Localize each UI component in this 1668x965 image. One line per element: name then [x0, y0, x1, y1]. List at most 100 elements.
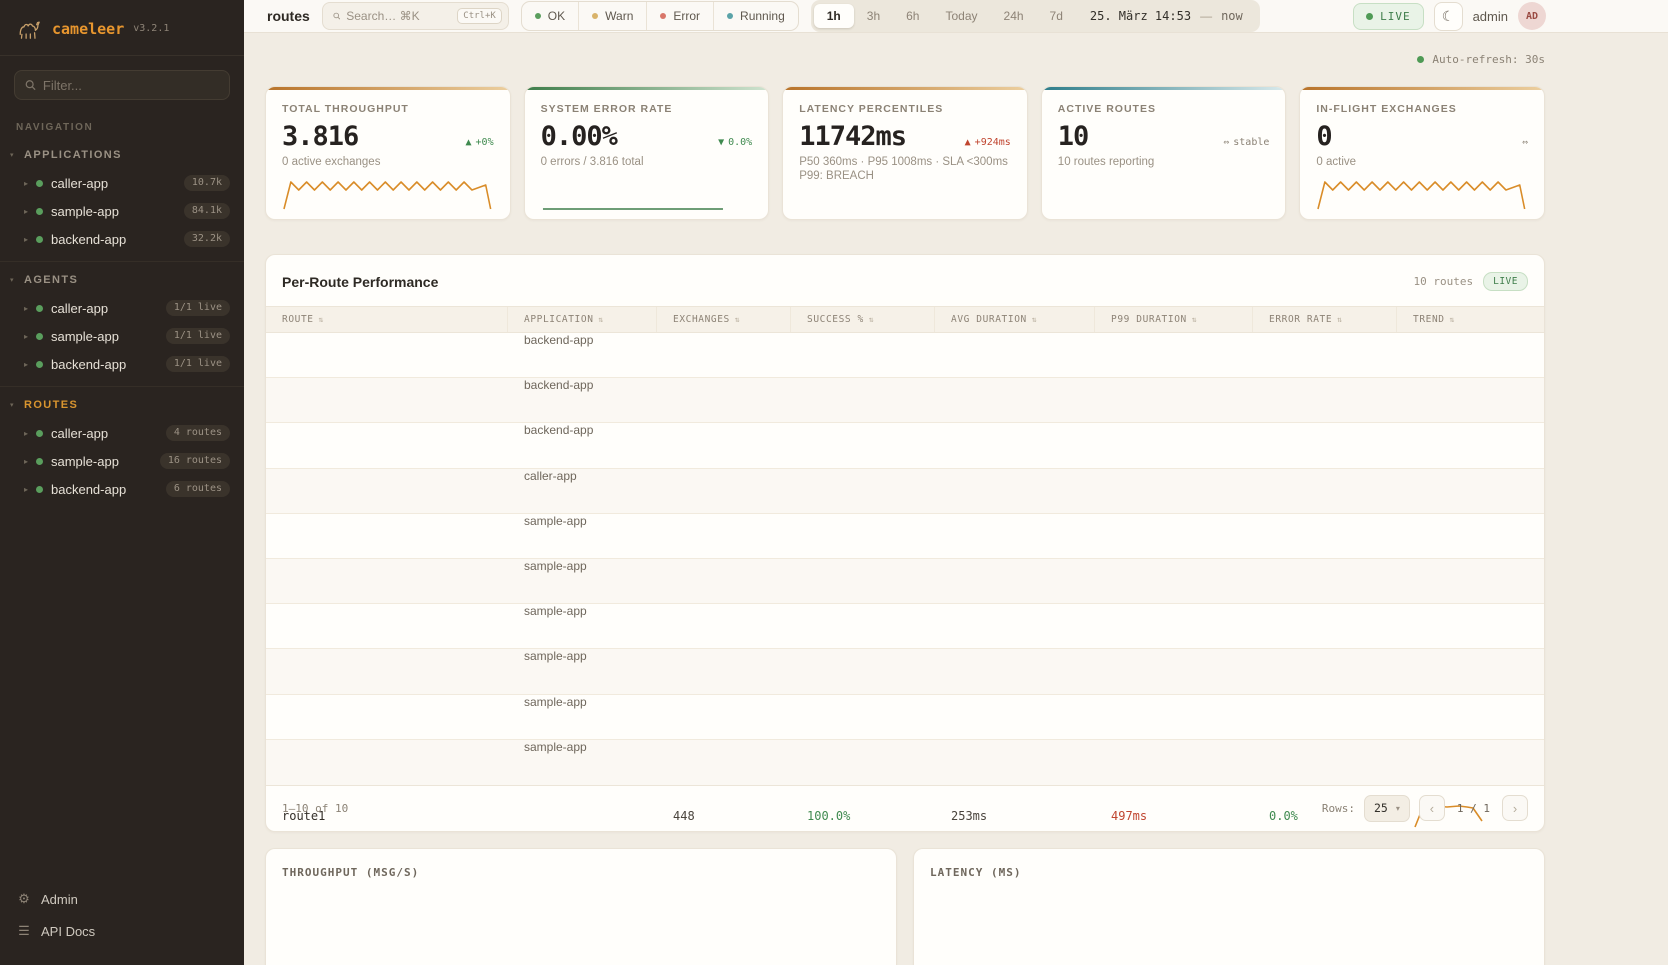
sidebar-footer-api-docs[interactable]: ☰ API Docs [16, 915, 228, 947]
time-range-end: now [1221, 9, 1243, 23]
cell-application: backend-app [524, 378, 594, 393]
rows-per-page-select[interactable]: 25 ▾ [1364, 794, 1410, 822]
sidebar-item-caller-app[interactable]: ▸ caller-app 10.7k [0, 169, 244, 197]
kpi-accent-bar [1041, 87, 1286, 90]
topbar-right: LIVE ☾ admin AD [1353, 1, 1546, 31]
kpi-subtitle: 0 errors / 3.816 total [540, 156, 644, 168]
content: Auto-refresh: 30s TOTAL THROUGHPUT 3.816 ▲… [265, 33, 1545, 965]
cell-application: caller-app [524, 468, 577, 483]
time-range-display[interactable]: 25. März 14:53 — now [1076, 9, 1257, 23]
status-filter-error[interactable]: Error [647, 2, 715, 30]
chevron-down-icon: ▾ [10, 402, 14, 409]
table-row-data-gen-nested-split[interactable]: data-gen-nested-splitsample-app199100.0%… [266, 558, 1544, 605]
delta-arrow-icon: ▲ [465, 137, 472, 148]
column-header-label: TREND [1413, 314, 1445, 325]
status-filter-warn[interactable]: Warn [579, 2, 648, 30]
user-avatar[interactable]: AD [1518, 2, 1546, 30]
time-range-24h[interactable]: 24h [1003, 9, 1024, 23]
column-header-route[interactable]: ROUTE ⇅ [266, 307, 508, 332]
global-search-input[interactable] [346, 9, 452, 23]
sidebar-footer: ⚙ Admin ☰ API Docs [0, 873, 244, 965]
prev-page-button[interactable]: ‹ [1418, 795, 1445, 822]
sort-icon: ⇅ [734, 315, 741, 324]
column-header-trend[interactable]: TREND ⇅ [1397, 307, 1544, 332]
sidebar-item-label: caller-app [51, 425, 109, 441]
cell-exchanges: 448 [673, 808, 695, 823]
sort-icon: ⇅ [1031, 315, 1038, 324]
chevron-right-icon: ▸ [24, 484, 29, 494]
column-header-error-rate[interactable]: ERROR RATE ⇅ [1253, 307, 1397, 332]
status-dot-icon [36, 360, 43, 368]
time-range-7d[interactable]: 7d [1049, 9, 1063, 23]
sidebar-group-label: ROUTES [24, 399, 79, 411]
delta-arrow-icon: ⇔ [1223, 137, 1230, 148]
sort-icon: ⇅ [1449, 315, 1456, 324]
sidebar-item-backend-app[interactable]: ▸ backend-app 32.2k [0, 225, 244, 253]
route-performance-panel: Per-Route Performance 10 routes LIVE ROU… [265, 254, 1545, 832]
sidebar-item-label: caller-app [51, 175, 109, 191]
sidebar-item-backend-app[interactable]: ▸ backend-app 6 routes [0, 475, 244, 503]
sidebar-filter-input[interactable] [42, 77, 219, 93]
time-range-start: 25. März 14:53 [1089, 9, 1192, 23]
kpi-card-latency-percentiles: LATENCY PERCENTILES 11742ms ▲ +924ms P50 360… [782, 86, 1028, 220]
table-row-data-gen-orders[interactable]: data-gen-orderssample-app358100.0%1443ms… [266, 604, 1544, 650]
sidebar-group-header-applications[interactable]: ▾ APPLICATIONS [0, 141, 244, 169]
sidebar-item-sample-app[interactable]: ▸ sample-app 1/1 live [0, 322, 244, 350]
sidebar: cameleer v3.2.1 NAVIGATION ▾ APPLICATIONS… [0, 0, 244, 965]
time-range-6h[interactable]: 6h [906, 9, 920, 23]
column-header-application[interactable]: APPLICATION ⇅ [508, 307, 657, 332]
theme-toggle-button[interactable]: ☾ [1433, 1, 1463, 31]
kpi-accent-bar [524, 87, 769, 90]
status-dot-icon [36, 179, 43, 187]
table-row-file-processing[interactable]: file-processingsample-app256100.0%508ms1… [266, 695, 1544, 740]
kpi-row: TOTAL THROUGHPUT 3.816 ▲ +0% 0 active exchan… [265, 86, 1545, 220]
sidebar-item-caller-app[interactable]: ▸ caller-app 1/1 live [0, 294, 244, 322]
time-range-separator: — [1200, 9, 1213, 23]
column-header-p99-duration[interactable]: P99 DURATION ⇅ [1095, 307, 1253, 332]
time-range-today[interactable]: Today [945, 9, 978, 23]
time-range-3h[interactable]: 3h [866, 9, 881, 23]
status-filter-label: Warn [605, 9, 634, 23]
live-status-badge[interactable]: LIVE [1353, 2, 1424, 30]
kpi-label: LATENCY PERCENTILES [799, 103, 944, 115]
time-range-1h[interactable]: 1h [813, 4, 854, 28]
status-filter-ok[interactable]: OK [522, 2, 580, 30]
next-page-button[interactable]: › [1502, 795, 1528, 822]
table-row-timer-heartbeat[interactable]: timer-heartbeatsample-app716100.0%502ms9… [266, 739, 1544, 785]
throughput-chart-panel: THROUGHPUT (MSG/S) [265, 847, 897, 965]
column-header-label: ROUTE [282, 314, 314, 325]
sidebar-group-header-agents[interactable]: ▾ AGENTS [0, 266, 244, 294]
sidebar-group-header-routes[interactable]: ▾ ROUTES [0, 391, 244, 419]
table-live-badge: LIVE [1483, 272, 1528, 291]
column-header-exchanges[interactable]: EXCHANGES ⇅ [657, 307, 791, 332]
table-row-data-gen-files[interactable]: data-gen-filessample-app256100.0%1ms3ms0… [266, 514, 1544, 559]
sidebar-item-sample-app[interactable]: ▸ sample-app 84.1k [0, 197, 244, 225]
column-header-label: SUCCESS % [807, 314, 864, 325]
sidebar-groups: ▾ APPLICATIONS ▸ caller-app 10.7k ▸ sample-app… [0, 137, 244, 511]
status-dot-icon [727, 13, 734, 19]
status-dot-icon [36, 332, 43, 340]
sidebar-filter[interactable] [14, 70, 230, 100]
delta-arrow-icon: ⇔ [1521, 137, 1528, 148]
sidebar-item-caller-app[interactable]: ▸ caller-app 4 routes [0, 419, 244, 447]
status-filter-running[interactable]: Running [714, 2, 798, 30]
sidebar-item-backend-app[interactable]: ▸ backend-app 1/1 live [0, 350, 244, 378]
sidebar-footer-admin[interactable]: ⚙ Admin [16, 883, 228, 915]
table-row-route1[interactable]: route1 backend-app 448 100.0% 253ms 497ms 0.0% [266, 333, 1544, 827]
column-header-success-[interactable]: SUCCESS % ⇅ [791, 307, 935, 332]
kpi-value-row: 3.816 ▲ +0% [282, 121, 494, 152]
sidebar-item-sample-app[interactable]: ▸ sample-app 16 routes [0, 447, 244, 475]
status-dot-icon [36, 485, 43, 493]
kpi-delta-value: stable [1233, 137, 1270, 148]
kpi-label: SYSTEM ERROR RATE [540, 103, 673, 115]
chevron-down-icon: ▾ [1395, 803, 1400, 813]
sidebar-item-badge: 6 routes [165, 481, 230, 497]
table-row-product-caller[interactable]: product-callercaller-app448100.0%768ms13… [266, 468, 1544, 514]
column-header-avg-duration[interactable]: AVG DURATION ⇅ [935, 307, 1095, 332]
table-row-error-handling-test[interactable]: error-handling-testsample-app239100.0%50… [266, 649, 1544, 695]
chevron-right-icon: ▸ [24, 206, 29, 216]
global-search[interactable]: Ctrl+K [321, 2, 509, 30]
